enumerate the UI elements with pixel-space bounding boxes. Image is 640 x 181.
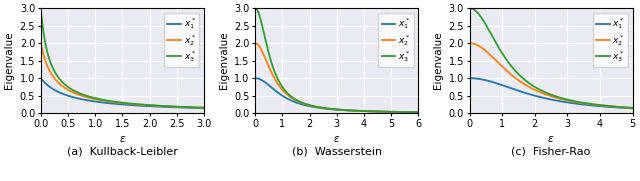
$x_1^*$ [293, 102, 301, 104]
Text: (b)  Wasserstein: (b) Wasserstein [292, 147, 382, 157]
Line: $x_3^*$: $x_3^*$ [255, 8, 419, 112]
$x_3^*$ [589, 103, 596, 105]
Text: (a)  Kullback-Leibler: (a) Kullback-Leibler [67, 147, 178, 157]
$x_1^*$ [79, 98, 86, 100]
$x_1^*$ [348, 110, 355, 112]
Legend: $x_1^*$, $x_2^*$, $x_3^*$: $x_1^*$, $x_2^*$, $x_3^*$ [593, 13, 628, 67]
$x_2^*$ [348, 109, 355, 111]
$x_2^*$ [374, 110, 382, 113]
$x_1^*$ [133, 104, 141, 107]
X-axis label: $\varepsilon$: $\varepsilon$ [119, 134, 126, 144]
$x_2^*$ [466, 42, 474, 44]
Y-axis label: Eigenvalue: Eigenvalue [4, 32, 14, 89]
$x_3^*$ [146, 104, 154, 106]
$x_3^*$ [293, 99, 301, 101]
$x_2^*$ [146, 104, 154, 106]
Line: $x_3^*$: $x_3^*$ [41, 8, 204, 108]
$x_1^*$ [252, 77, 259, 79]
$x_2^*$ [79, 95, 86, 97]
$x_2^*$ [160, 105, 168, 107]
$x_2^*$ [629, 107, 637, 109]
$x_1^*$ [508, 87, 515, 89]
$x_1^*$ [111, 103, 118, 105]
$x_2^*$ [111, 101, 118, 103]
$x_3^*$ [360, 110, 368, 112]
Line: $x_1^*$: $x_1^*$ [41, 78, 204, 108]
$x_1^*$ [325, 108, 333, 110]
$x_2^*$ [252, 42, 259, 44]
$x_1^*$ [160, 106, 168, 108]
$x_1^*$ [540, 97, 547, 99]
$x_2^*$ [360, 110, 368, 112]
$x_3^*$ [466, 7, 474, 9]
$x_2^*$ [280, 90, 288, 93]
X-axis label: $\varepsilon$: $\varepsilon$ [333, 134, 340, 144]
$x_3^*$ [160, 105, 168, 107]
$x_2^*$ [540, 92, 547, 95]
$x_3^*$ [200, 107, 208, 109]
Y-axis label: Eigenvalue: Eigenvalue [218, 32, 228, 89]
$x_3^*$ [415, 111, 422, 113]
$x_1^*$ [589, 104, 596, 107]
$x_3^*$ [280, 88, 288, 90]
$x_2^*$ [325, 108, 333, 110]
Line: $x_2^*$: $x_2^*$ [255, 43, 419, 112]
$x_1^*$ [495, 83, 502, 85]
$x_3^*$ [374, 110, 382, 113]
Legend: $x_1^*$, $x_2^*$, $x_3^*$: $x_1^*$, $x_2^*$, $x_3^*$ [378, 13, 414, 67]
$x_1^*$ [66, 95, 74, 97]
$x_2^*$ [415, 111, 422, 113]
X-axis label: $\varepsilon$: $\varepsilon$ [547, 134, 555, 144]
$x_2^*$ [66, 90, 74, 92]
$x_2^*$ [589, 103, 596, 106]
$x_1^*$ [146, 105, 154, 107]
$x_1^*$ [37, 77, 45, 79]
$x_2^*$ [37, 42, 45, 44]
Line: $x_1^*$: $x_1^*$ [470, 78, 633, 108]
Y-axis label: Eigenvalue: Eigenvalue [433, 32, 443, 89]
Line: $x_1^*$: $x_1^*$ [255, 78, 419, 112]
$x_3^*$ [348, 109, 355, 111]
$x_1^*$ [415, 111, 422, 113]
$x_1^*$ [360, 110, 368, 112]
$x_3^*$ [562, 98, 570, 100]
$x_1^*$ [374, 110, 382, 113]
$x_2^*$ [575, 101, 582, 104]
Legend: $x_1^*$, $x_2^*$, $x_3^*$: $x_1^*$, $x_2^*$, $x_3^*$ [164, 13, 200, 67]
Line: $x_2^*$: $x_2^*$ [41, 43, 204, 108]
$x_2^*$ [200, 107, 208, 109]
Text: (c)  Fisher-Rao: (c) Fisher-Rao [511, 147, 591, 157]
$x_1^*$ [466, 77, 474, 79]
$x_1^*$ [200, 107, 208, 109]
$x_1^*$ [575, 103, 582, 105]
$x_3^*$ [495, 46, 502, 48]
Line: $x_3^*$: $x_3^*$ [470, 8, 633, 108]
$x_3^*$ [37, 7, 45, 9]
$x_1^*$ [280, 96, 288, 98]
$x_2^*$ [495, 62, 502, 64]
$x_3^*$ [575, 101, 582, 103]
$x_3^*$ [252, 7, 259, 9]
$x_2^*$ [508, 74, 515, 76]
$x_3^*$ [79, 93, 86, 96]
$x_3^*$ [629, 107, 637, 109]
$x_2^*$ [562, 99, 570, 101]
$x_1^*$ [629, 107, 637, 110]
$x_3^*$ [325, 108, 333, 110]
$x_1^*$ [562, 101, 570, 103]
Line: $x_2^*$: $x_2^*$ [470, 43, 633, 108]
$x_3^*$ [66, 87, 74, 89]
$x_3^*$ [508, 65, 515, 67]
$x_3^*$ [133, 103, 141, 105]
$x_3^*$ [540, 90, 547, 92]
$x_2^*$ [133, 103, 141, 106]
$x_3^*$ [111, 101, 118, 103]
$x_2^*$ [293, 100, 301, 102]
